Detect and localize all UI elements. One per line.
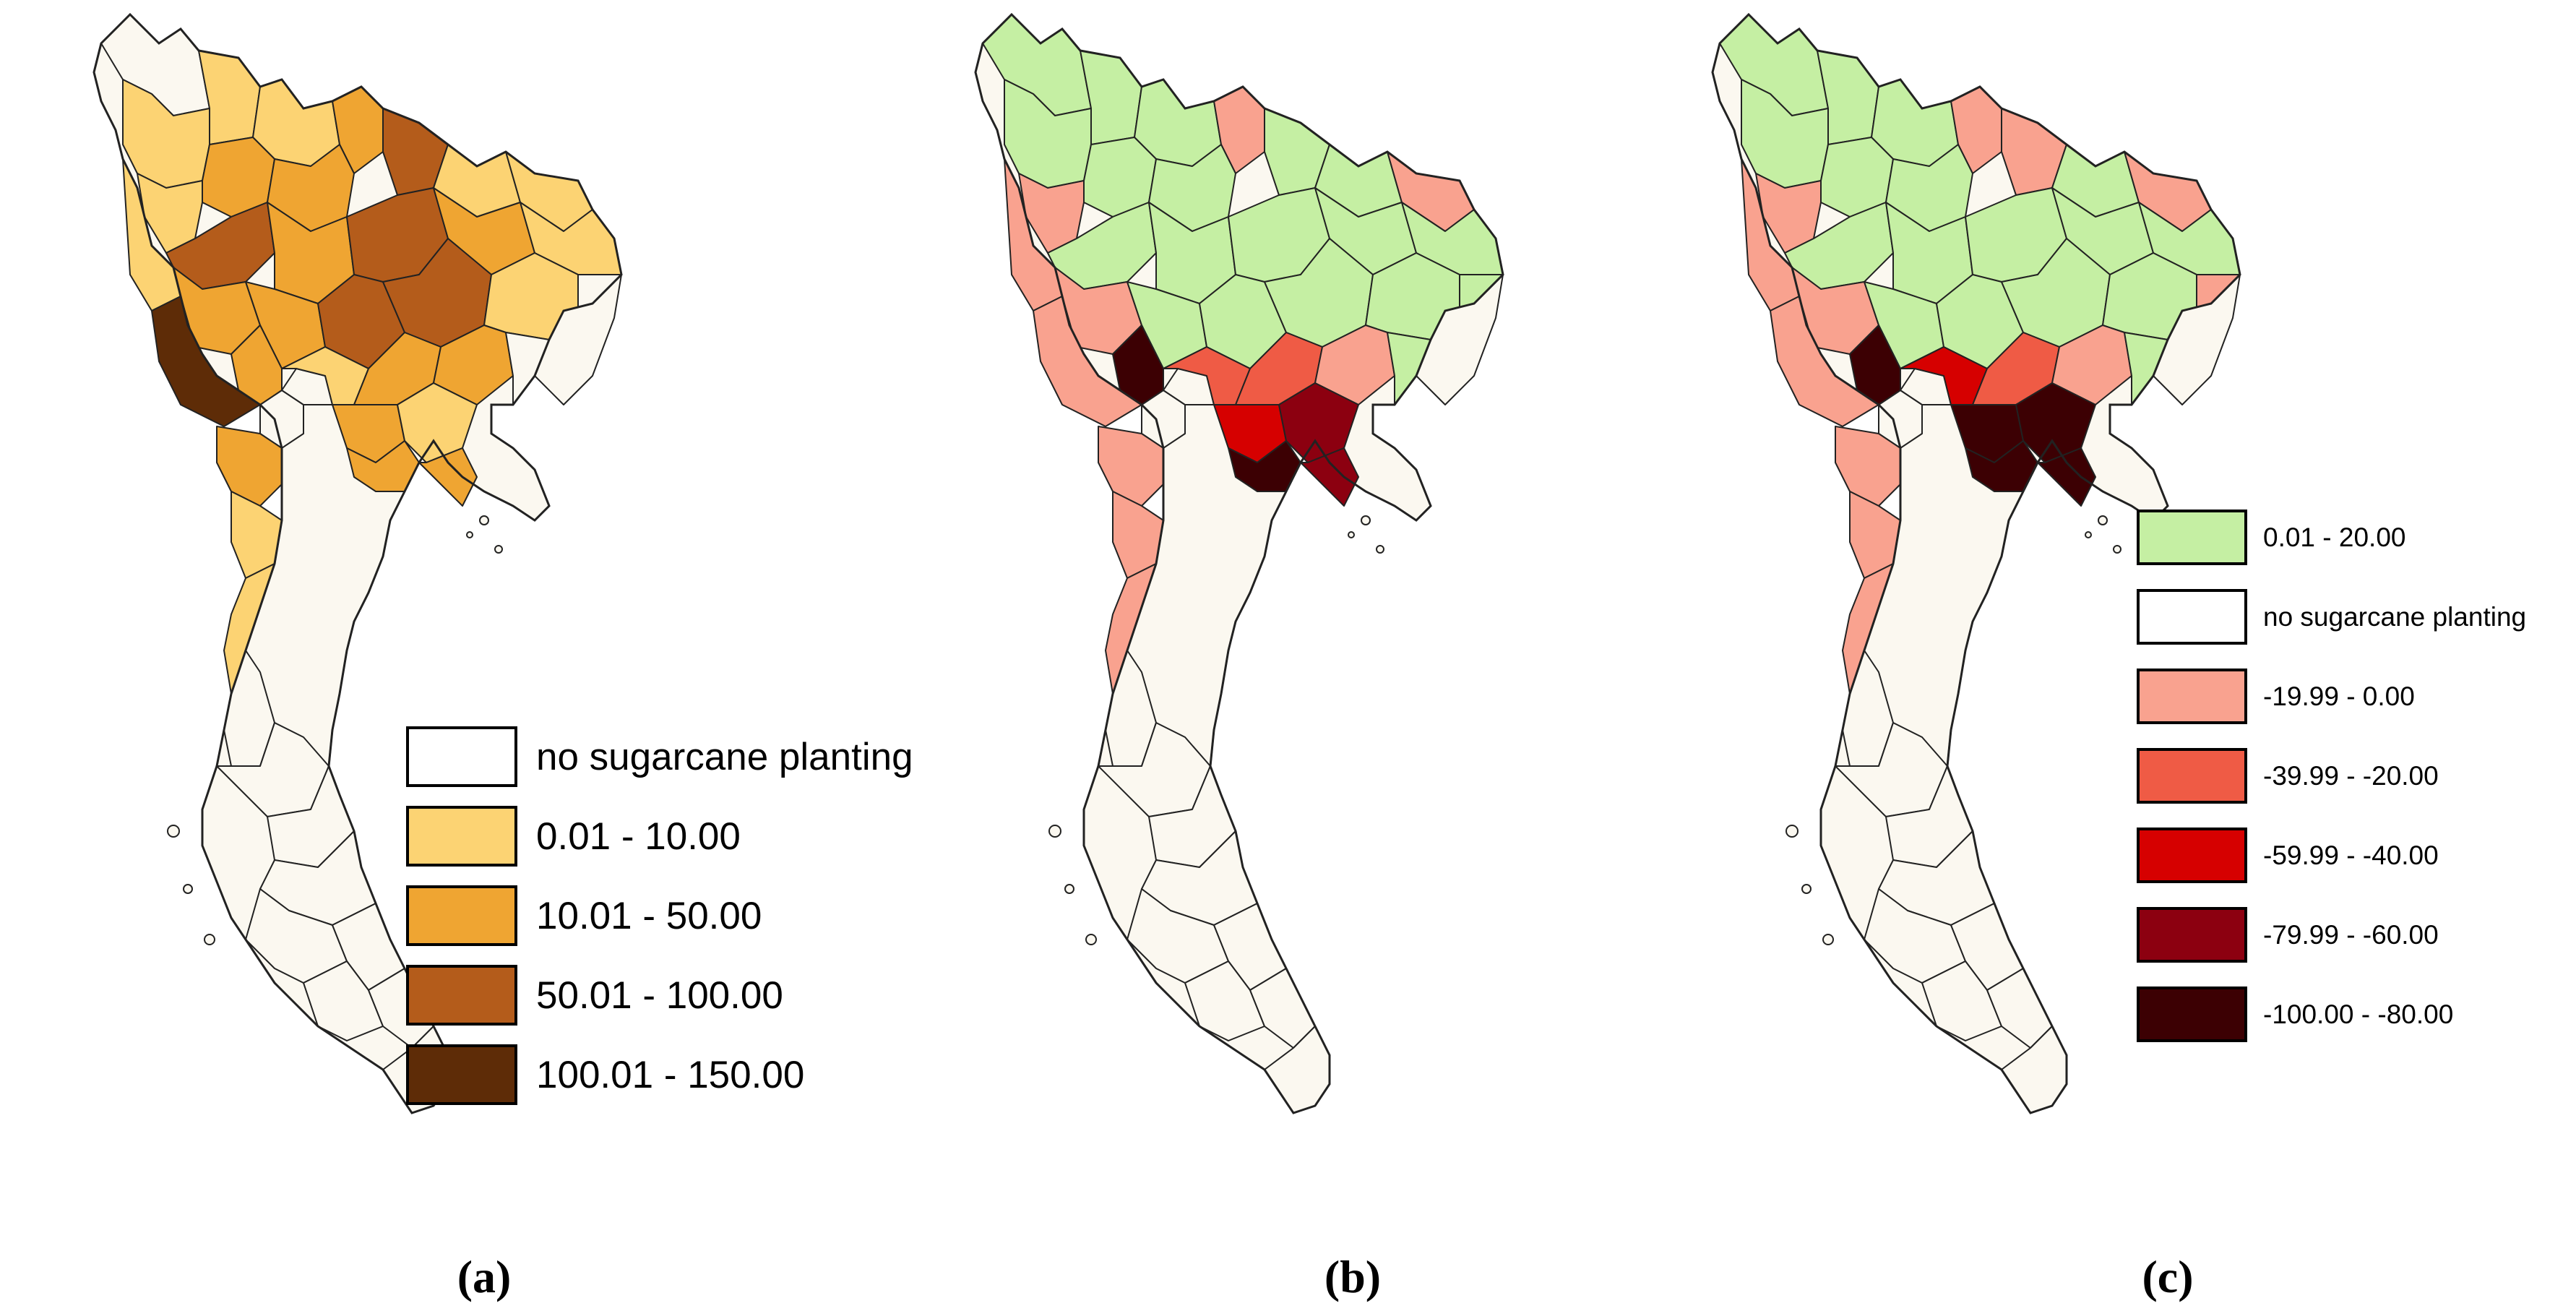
- legend-label: -59.99 - -40.00: [2263, 840, 2439, 870]
- coastline: [1711, 12, 2241, 1114]
- panel-caption-c: (c): [2142, 1251, 2194, 1302]
- legend-panel-a: no sugarcane planting 0.01 - 10.00 10.01…: [406, 726, 955, 1117]
- legend-label: 50.01 - 100.00: [536, 973, 783, 1017]
- legend-label: no sugarcane planting: [536, 735, 913, 778]
- island: [1376, 545, 1384, 554]
- legend-label: -19.99 - 0.00: [2263, 681, 2415, 711]
- island: [2085, 531, 2092, 538]
- legend-item: -39.99 - -20.00: [2137, 748, 2439, 804]
- legend-panel-c: 0.01 - 20.00 no sugarcane planting -19.9…: [2137, 510, 2570, 1059]
- legend-label: 0.01 - 20.00: [2263, 522, 2406, 552]
- island: [1785, 825, 1799, 838]
- legend-swatch: [2137, 987, 2247, 1042]
- legend-item: -79.99 - -60.00: [2137, 907, 2439, 963]
- legend-item: 0.01 - 20.00: [2137, 510, 2405, 565]
- legend-item: 100.01 - 150.00: [406, 1044, 804, 1105]
- island: [1085, 934, 1097, 945]
- legend-swatch: [2137, 510, 2247, 565]
- legend-swatch: [406, 726, 517, 787]
- province-region: [1835, 426, 1901, 507]
- province-region: [1755, 173, 1822, 254]
- legend-label: 0.01 - 10.00: [536, 814, 741, 858]
- panel-caption-a: (a): [457, 1251, 512, 1302]
- island: [466, 531, 473, 538]
- island: [1361, 515, 1371, 525]
- legend-item: -59.99 - -40.00: [2137, 828, 2439, 883]
- island: [1822, 934, 1834, 945]
- province-region: [1018, 173, 1085, 254]
- island: [494, 545, 503, 554]
- legend-swatch: [406, 806, 517, 867]
- legend-label: 100.01 - 150.00: [536, 1053, 805, 1096]
- legend-item: 10.01 - 50.00: [406, 885, 762, 946]
- legend-swatch: [406, 885, 517, 946]
- legend-label: -79.99 - -60.00: [2263, 919, 2439, 950]
- legend-swatch: [2137, 589, 2247, 645]
- island: [1064, 884, 1074, 894]
- province-region: [1098, 426, 1164, 507]
- island: [1348, 531, 1355, 538]
- legend-item: -100.00 - -80.00: [2137, 987, 2453, 1042]
- panel-caption-b: (b): [1324, 1251, 1382, 1302]
- legend-label: -100.00 - -80.00: [2263, 999, 2454, 1029]
- island: [1048, 825, 1061, 838]
- legend-swatch: [2137, 828, 2247, 883]
- legend-label: -39.99 - -20.00: [2263, 760, 2439, 791]
- map-panel-c: [1711, 12, 2241, 1114]
- map-panel-a: [92, 12, 623, 1114]
- legend-item: no sugarcane planting: [406, 726, 913, 787]
- island: [204, 934, 215, 945]
- island: [2098, 515, 2108, 525]
- island: [2113, 545, 2121, 554]
- legend-item: -19.99 - 0.00: [2137, 669, 2415, 724]
- coastline: [974, 12, 1504, 1114]
- legend-label: no sugarcane planting: [2263, 601, 2527, 632]
- legend-swatch: [2137, 907, 2247, 963]
- map-panel-b: [974, 12, 1504, 1114]
- island: [183, 884, 193, 894]
- legend-swatch: [406, 965, 517, 1026]
- legend-item: 0.01 - 10.00: [406, 806, 741, 867]
- legend-label: 10.01 - 50.00: [536, 894, 762, 937]
- legend-item: no sugarcane planting: [2137, 589, 2526, 645]
- legend-swatch: [2137, 669, 2247, 724]
- island: [1801, 884, 1812, 894]
- island: [167, 825, 180, 838]
- province-region: [216, 426, 283, 507]
- coastline: [92, 12, 623, 1114]
- legend-swatch: [2137, 748, 2247, 804]
- legend-item: 50.01 - 100.00: [406, 965, 783, 1026]
- island: [479, 515, 489, 525]
- legend-swatch: [406, 1044, 517, 1105]
- province-region: [137, 173, 203, 254]
